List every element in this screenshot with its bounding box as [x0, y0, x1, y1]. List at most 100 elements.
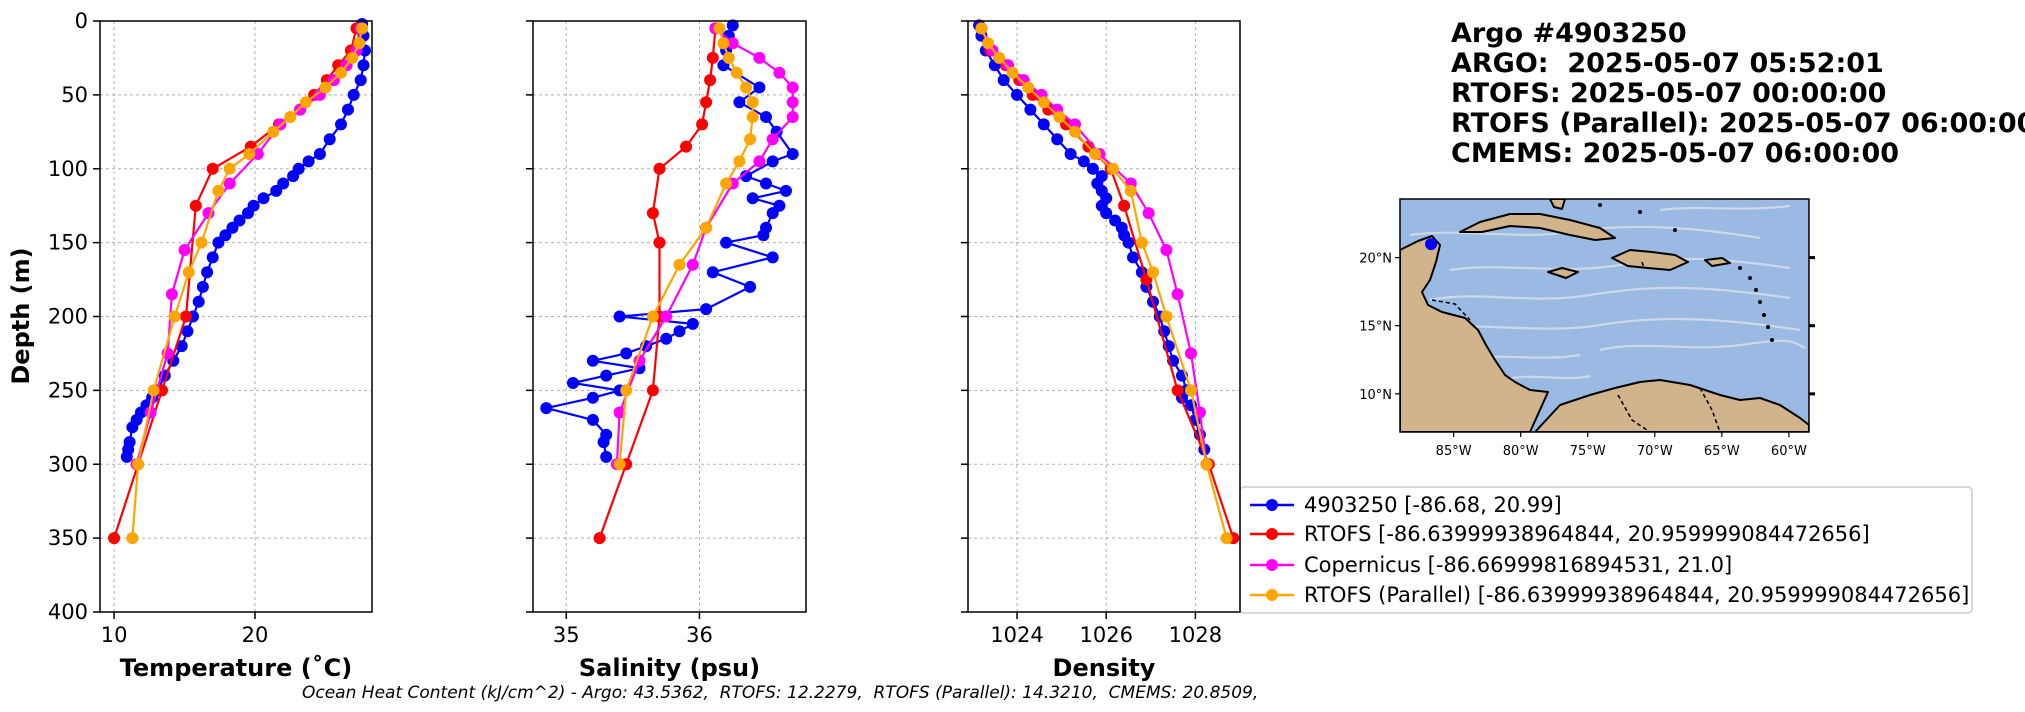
temperature-copernicus-point	[178, 244, 191, 256]
map-land	[1400, 199, 1809, 432]
temperature-argo-point	[196, 280, 209, 293]
temperature-rtofs-line	[113, 28, 358, 539]
temperature-y-ticks: 0 50 100 150 200 250 300 350 400	[48, 9, 100, 624]
salinity-x-axis-label: Salinity (psu)	[579, 654, 760, 682]
temperature-y-tick-label: 100	[48, 157, 88, 181]
map-frame	[1399, 198, 1810, 433]
salinity-argo-point	[673, 325, 686, 338]
density-x-ticks: 1024 1026 1028	[990, 612, 1222, 647]
salinity-series-argo	[540, 19, 799, 463]
salinity-argo-point	[726, 19, 739, 32]
temperature-grid	[100, 20, 372, 613]
temperature-rtofs-parallel-point	[212, 184, 225, 197]
map-inset: 10°N 15°N 20°N 85°W 80°W 75°W 70°W 65°W 60°W	[1359, 198, 1815, 459]
info-line-argo-time: ARGO: 2025-05-07 05:52:01	[1451, 48, 1884, 79]
salinity-copernicus-point	[726, 37, 739, 50]
temperature-rtofs-parallel-line	[131, 28, 364, 539]
density-rtofs-parallel-point	[1160, 310, 1173, 323]
salinity-x-ticks: 35 36	[553, 612, 713, 647]
salinity-rtofs-parallel-point	[717, 37, 730, 50]
map-lat-tick-label: 10°N	[1359, 388, 1392, 403]
salinity-argo-point	[740, 170, 753, 183]
density-rtofs-parallel-point	[1006, 66, 1019, 79]
salinity-rtofs-parallel-point	[746, 111, 759, 123]
temperature-argo-point	[347, 88, 360, 101]
legend-marker-copernicus	[1266, 559, 1278, 571]
temperature-rtofs-parallel-point	[353, 37, 366, 50]
legend-marker-argo	[1266, 499, 1278, 511]
salinity-argo-point	[540, 402, 553, 415]
info-line-rtofs-parallel-time: RTOFS (Parallel): 2025-05-07 06:00:00	[1451, 108, 2025, 139]
salinity-copernicus-point	[773, 66, 786, 79]
temperature-argo-point	[357, 59, 370, 72]
map-lon-tick-label: 75°W	[1570, 444, 1606, 459]
temperature-argo-point	[323, 133, 336, 146]
salinity-series-rtofs-parallel	[613, 22, 759, 471]
salinity-rtofs-point	[653, 236, 666, 249]
density-x-tick-label: 1026	[1080, 623, 1133, 647]
temperature-rtofs-parallel-point	[168, 310, 181, 323]
temperature-argo-point	[302, 155, 315, 168]
temperature-argo-point	[201, 266, 214, 279]
map-lon-tick-label: 80°W	[1503, 444, 1539, 459]
temperature-rtofs-parallel-point	[335, 66, 347, 79]
salinity-copernicus-point	[753, 51, 766, 64]
density-rtofs-parallel-point	[1106, 162, 1119, 175]
salinity-argo-point	[586, 391, 599, 404]
salinity-argo-point	[706, 266, 719, 279]
salinity-argo-point	[597, 436, 610, 449]
density-rtofs-parallel-point	[1200, 458, 1213, 471]
salinity-rtofs-point	[646, 384, 659, 397]
temperature-argo-point	[206, 251, 219, 264]
salinity-copernicus-point	[786, 111, 799, 123]
salinity-rtofs-parallel-point	[613, 458, 626, 471]
salinity-rtofs-point	[696, 118, 709, 131]
temperature-argo-point	[175, 340, 188, 353]
map-islands	[1598, 203, 1774, 342]
density-rtofs-parallel-point	[1037, 96, 1050, 109]
salinity-rtofs-parallel-point	[713, 22, 726, 35]
salinity-argo-point	[766, 155, 779, 168]
salinity-argo-point	[567, 377, 579, 389]
map-ticks: 10°N 15°N 20°N 85°W 80°W 75°W 70°W 65°W 60°W	[1359, 252, 1815, 459]
temperature-x-tick-label: 10	[101, 623, 128, 647]
density-series-argo	[973, 19, 1213, 471]
temperature-x-ticks: 10 20	[101, 612, 269, 647]
temperature-x-tick-label: 20	[242, 623, 269, 647]
density-grid	[968, 20, 1240, 613]
salinity-copernicus-point	[613, 406, 626, 419]
salinity-rtofs-parallel-line	[618, 28, 754, 465]
temperature-argo-point	[242, 207, 254, 220]
salinity-rtofs-parallel-point	[746, 96, 759, 109]
temperature-copernicus-point	[223, 177, 236, 190]
salinity-rtofs-parallel-point	[744, 133, 757, 146]
temperature-argo-point	[120, 450, 133, 463]
salinity-argo-point	[760, 111, 772, 123]
map-lon-tick-label: 70°W	[1637, 444, 1673, 459]
density-rtofs-parallel-point	[1022, 81, 1035, 94]
salinity-argo-point	[620, 347, 633, 360]
density-series-rtofs	[975, 22, 1240, 545]
temperature-rtofs-parallel-point	[147, 384, 160, 397]
temperature-argo-point	[287, 170, 300, 183]
temperature-rtofs-parallel-point	[223, 162, 236, 175]
legend-entry-argo: 4903250 [-86.68, 20.99]	[1250, 493, 1562, 517]
temperature-rtofs-parallel-point	[284, 111, 297, 123]
temperature-rtofs-parallel-point	[267, 125, 280, 138]
salinity-copernicus-point	[786, 96, 799, 109]
density-rtofs-parallel-point	[1089, 148, 1102, 160]
salinity-series-copernicus	[610, 22, 799, 471]
temperature-argo-point	[181, 325, 194, 338]
legend-label-argo: 4903250 [-86.68, 20.99]	[1304, 493, 1562, 517]
density-rtofs-parallel-line	[980, 27, 1228, 539]
temperature-rtofs-parallel-point	[319, 81, 332, 94]
density-rtofs-parallel-point	[982, 37, 995, 50]
density-rtofs-parallel-point	[993, 51, 1006, 64]
salinity-rtofs-parallel-point	[730, 66, 743, 79]
density-rtofs-parallel-point	[1147, 266, 1159, 279]
argo-float-marker	[1425, 238, 1438, 251]
temperature-y-tick-label: 350	[48, 526, 88, 550]
temperature-argo-point	[126, 421, 139, 434]
salinity-rtofs-point	[653, 162, 666, 175]
salinity-x-tick-label: 36	[686, 623, 713, 647]
